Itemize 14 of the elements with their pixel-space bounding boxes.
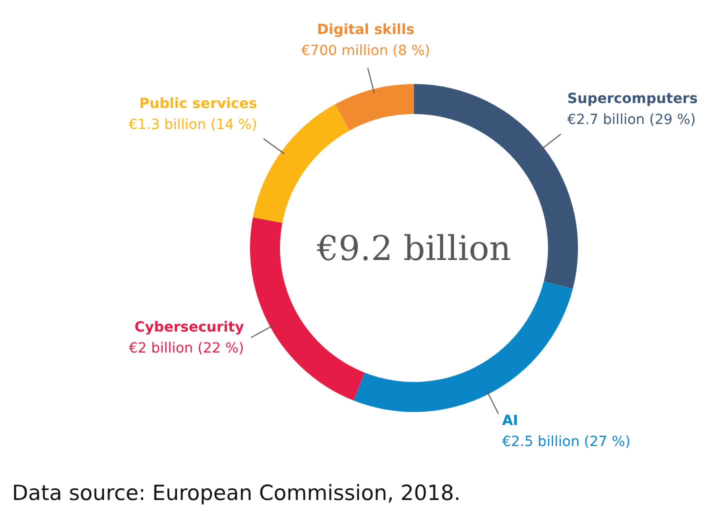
source-note: Data source: European Commission, 2018. xyxy=(12,481,461,505)
slice-label: AI xyxy=(502,412,518,429)
text: €9.2 billion xyxy=(316,229,512,269)
data-label: €2 billion (22 %) xyxy=(128,340,244,356)
slice-label: Digital skills xyxy=(317,22,414,38)
slice-label: Supercomputers xyxy=(567,91,698,108)
slice-label: Public services xyxy=(139,96,258,112)
donut-slice xyxy=(354,281,573,412)
data-label: €2.5 billion (27 %) xyxy=(502,434,631,450)
donut-slice xyxy=(334,84,414,131)
data-label: €2.7 billion (29 %) xyxy=(567,112,696,128)
data-label: €1.3 billion (14 %) xyxy=(128,116,258,133)
data-label: €700 million (8 %) xyxy=(301,43,430,60)
slice-label: Cybersecurity xyxy=(134,319,244,336)
